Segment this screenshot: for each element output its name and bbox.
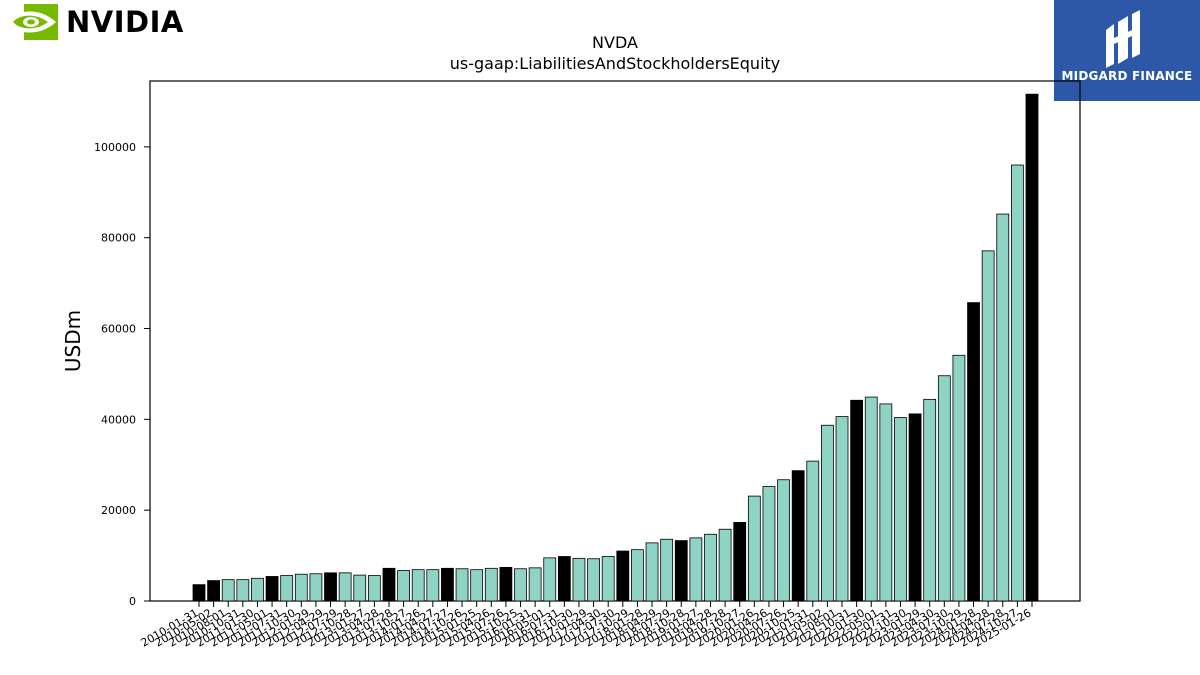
bar: [923, 398, 937, 602]
bar: [441, 567, 454, 602]
bar: [762, 486, 776, 602]
bar: [631, 549, 644, 602]
bar: [353, 574, 367, 602]
bar: [733, 522, 747, 602]
bar: [645, 542, 659, 602]
bar: [265, 576, 279, 602]
bar: [937, 375, 951, 602]
bar: [952, 354, 966, 602]
bar: [601, 556, 615, 602]
y-tick-label: 100000: [94, 141, 136, 154]
bar: [397, 570, 410, 602]
bar: [367, 575, 381, 602]
bar: [894, 417, 907, 602]
nvidia-logo: NVIDIA: [4, 4, 184, 40]
bar: [747, 495, 761, 602]
midgard-finance-logo: MIDGARD FINANCE: [1054, 0, 1200, 101]
y-tick-label: 0: [129, 595, 136, 608]
bar: [221, 579, 235, 602]
bar: [967, 302, 980, 602]
bar: [294, 573, 308, 602]
bar: [455, 568, 469, 602]
bar: [236, 579, 250, 602]
bar: [704, 533, 717, 602]
bar: [674, 540, 688, 602]
y-tick-label: 20000: [101, 504, 136, 517]
bar: [309, 573, 323, 602]
bar: [660, 538, 674, 602]
y-tick-label: 80000: [101, 232, 136, 245]
bar: [426, 569, 440, 602]
bar: [879, 403, 893, 602]
bar: [470, 569, 484, 602]
bar: [1025, 93, 1039, 602]
bar: [484, 567, 498, 602]
bar: [207, 580, 221, 602]
bar: [280, 575, 294, 602]
chart-title-block: NVDA us-gaap:LiabilitiesAndStockholdersE…: [150, 32, 1080, 74]
nvidia-eye-icon: [6, 4, 58, 40]
midgard-m-icon: [1106, 10, 1140, 68]
bar: [543, 557, 557, 602]
bar: [251, 577, 264, 602]
bar: [587, 558, 600, 602]
bar: [718, 528, 732, 602]
bar: [791, 470, 805, 602]
bar: [981, 250, 995, 602]
y-axis-label: USDm: [61, 310, 85, 372]
chart-subtitle: us-gaap:LiabilitiesAndStockholdersEquity: [449, 54, 781, 73]
bar: [835, 416, 849, 602]
bar: [557, 556, 571, 602]
chart-title: NVDA: [592, 33, 638, 52]
bar: [192, 584, 206, 602]
bar: [338, 572, 352, 602]
bar: [821, 424, 834, 602]
nvidia-wordmark: NVIDIA: [66, 5, 184, 39]
bar: [1010, 164, 1024, 602]
bar: [324, 572, 337, 602]
bar: [411, 569, 425, 602]
bar: [864, 396, 878, 602]
bar: [528, 567, 542, 602]
bar: [572, 557, 586, 602]
bar: [777, 479, 790, 602]
bar: [616, 550, 630, 602]
bar: [499, 566, 513, 602]
bar: [514, 568, 527, 602]
bar: [689, 537, 703, 602]
bar: [908, 413, 922, 602]
plot-frame: [149, 80, 1081, 602]
y-tick-label: 60000: [101, 323, 136, 336]
midgard-wordmark: MIDGARD FINANCE: [1061, 69, 1193, 83]
bar: [806, 460, 820, 602]
y-tick-label: 40000: [101, 413, 136, 426]
bar: [850, 399, 864, 602]
bar: [382, 567, 396, 602]
bar: [996, 213, 1010, 602]
